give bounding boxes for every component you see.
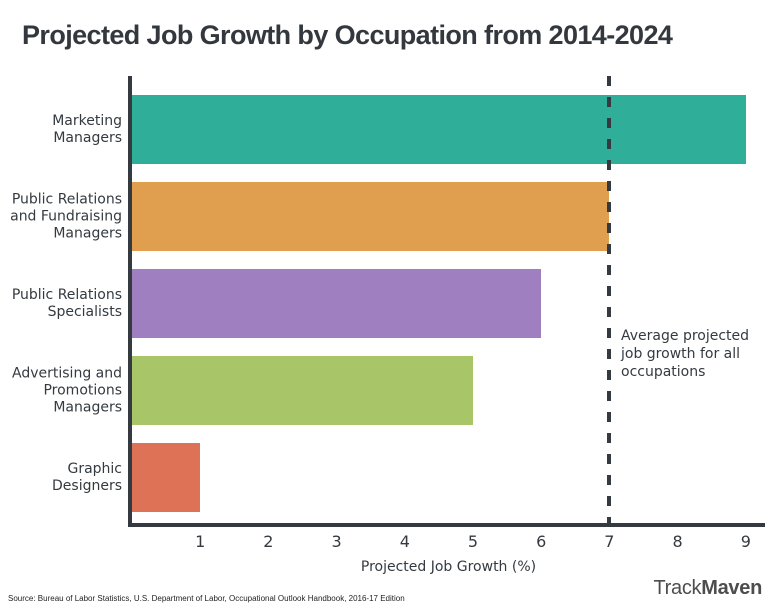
- average-annotation: Average projected job growth for all occ…: [621, 328, 750, 380]
- x-tick-7: 7: [604, 532, 615, 551]
- x-tick-6: 6: [536, 532, 547, 551]
- logo-track: Track: [653, 577, 702, 599]
- x-tick-1: 1: [195, 532, 206, 551]
- x-axis-line: [128, 523, 765, 527]
- bar-public-relations-and-fundraising-managers: [132, 182, 610, 251]
- chart-title: Projected Job Growth by Occupation from …: [22, 20, 673, 50]
- bar-marketing-managers: [132, 95, 746, 164]
- average-reference-line: [607, 76, 612, 523]
- source-note: Source: Bureau of Labor Statistics, U.S.…: [8, 594, 405, 603]
- x-axis-title: Projected Job Growth (%): [360, 559, 537, 575]
- category-label-public-relations-specialists: Public Relations Specialists: [11, 286, 122, 320]
- logo-maven: Maven: [701, 577, 762, 599]
- x-tick-4: 4: [399, 532, 410, 551]
- x-tick-2: 2: [263, 532, 274, 551]
- bar-graphic-designers: [132, 443, 201, 512]
- plot-area: [132, 76, 765, 523]
- category-label-advertising-and-promotions-managers: Advertising and Promotions Managers: [12, 365, 122, 415]
- category-label-graphic-designers: Graphic Designers: [52, 460, 122, 494]
- bar-advertising-and-promotions-managers: [132, 356, 473, 425]
- trackmaven-logo: TrackMaven: [653, 577, 762, 600]
- y-axis-line: [128, 76, 132, 527]
- x-tick-9: 9: [740, 532, 751, 551]
- category-label-public-relations-and-fundraising-managers: Public Relations and Fundraising Manager…: [10, 191, 122, 241]
- x-tick-8: 8: [672, 532, 683, 551]
- x-tick-5: 5: [467, 532, 479, 551]
- bar-public-relations-specialists: [132, 269, 542, 338]
- x-tick-3: 3: [331, 532, 342, 551]
- category-label-marketing-managers: Marketing Managers: [52, 112, 122, 146]
